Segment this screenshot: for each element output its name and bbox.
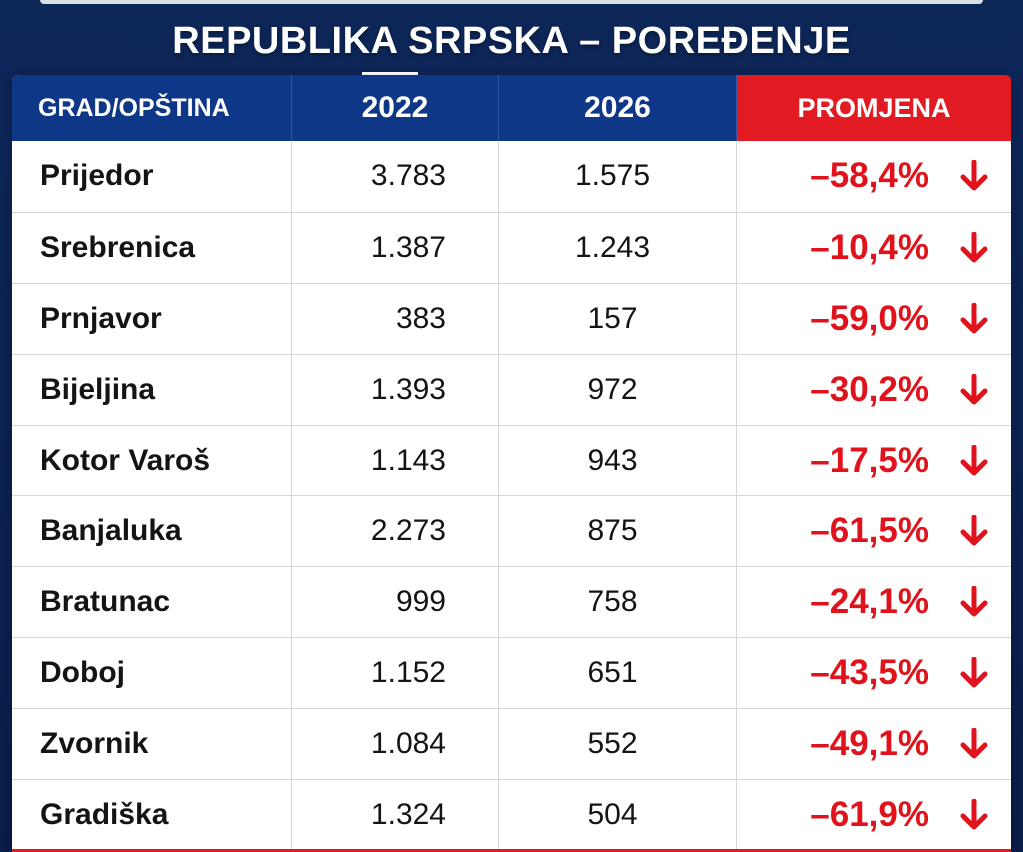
value-2026-cell: 875 <box>499 496 737 567</box>
value-2026-cell: 1.575 <box>499 141 737 212</box>
change-cell: –24,1% <box>737 567 1011 637</box>
city-cell: Prijedor <box>12 141 292 212</box>
arrow-down-icon <box>960 160 988 191</box>
city-cell: Zvornik <box>12 709 292 780</box>
value-2026-cell: 972 <box>499 354 737 425</box>
city-cell: Banjaluka <box>12 496 292 567</box>
change-cell: –43,5% <box>737 638 1011 708</box>
bottom-bar <box>12 849 1011 852</box>
value-2022-cell: 1.084 <box>292 709 499 780</box>
arrow-down-icon <box>960 444 988 475</box>
value-2026-cell: 1.243 <box>499 212 737 283</box>
city-cell: Prnjavor <box>12 283 292 354</box>
change-cell: –49,1% <box>737 709 1011 779</box>
table-row: Bijeljina 1.393 972 –30,2% <box>12 353 1011 425</box>
change-value: –43,5% <box>810 653 929 693</box>
city-cell: Gradiška <box>12 780 292 850</box>
header-2026: 2026 <box>499 75 737 141</box>
value-2026-cell: 157 <box>499 283 737 354</box>
header-change: PROMJENA <box>737 75 1011 141</box>
value-2022-cell: 999 <box>292 567 499 638</box>
table-header: GRAD/OPŠTINA 2022 2026 PROMJENA <box>12 75 1011 141</box>
change-cell: –10,4% <box>737 213 1011 283</box>
arrow-down-icon <box>960 515 988 546</box>
table-body: Prijedor 3.783 1.575 –58,4% Srebrenica 1… <box>12 141 1011 850</box>
value-2026-cell: 552 <box>499 709 737 780</box>
value-2026-cell: 758 <box>499 567 737 638</box>
change-cell: –61,9% <box>737 780 1011 850</box>
change-value: –59,0% <box>810 298 929 338</box>
change-cell: –61,5% <box>737 496 1011 566</box>
city-cell: Bijeljina <box>12 354 292 425</box>
table-row: Bratunac 999 758 –24,1% <box>12 566 1011 638</box>
change-value: –58,4% <box>810 156 929 196</box>
value-2022-cell: 1.324 <box>292 780 499 850</box>
value-2022-cell: 1.143 <box>292 425 499 496</box>
value-2026-cell: 504 <box>499 780 737 850</box>
table-row: Banjaluka 2.273 875 –61,5% <box>12 495 1011 567</box>
top-strip <box>40 0 983 4</box>
city-cell: Bratunac <box>12 567 292 638</box>
value-2022-cell: 1.387 <box>292 212 499 283</box>
table-row: Doboj 1.152 651 –43,5% <box>12 637 1011 709</box>
table-row: Srebrenica 1.387 1.243 –10,4% <box>12 211 1011 283</box>
header-city: GRAD/OPŠTINA <box>12 75 292 141</box>
arrow-down-icon <box>960 586 988 617</box>
arrow-down-icon <box>960 373 988 405</box>
change-cell: –58,4% <box>737 141 1011 212</box>
city-cell: Srebrenica <box>12 212 292 283</box>
change-cell: –30,2% <box>737 355 1011 425</box>
change-value: –17,5% <box>810 440 929 480</box>
page-title: REPUBLIKA SRPSKA – POREĐENJE <box>172 20 851 62</box>
value-2022-cell: 1.393 <box>292 354 499 425</box>
change-cell: –59,0% <box>737 284 1011 354</box>
change-value: –24,1% <box>810 582 929 622</box>
table-row: Gradiška 1.324 504 –61,9% <box>12 779 1011 850</box>
value-2026-cell: 651 <box>499 638 737 709</box>
value-2026-cell: 943 <box>499 425 737 496</box>
table-row: Kotor Varoš 1.143 943 –17,5% <box>12 424 1011 496</box>
arrow-down-icon <box>960 302 988 334</box>
arrow-down-icon <box>960 798 988 830</box>
arrow-down-icon <box>960 231 988 263</box>
value-2022-cell: 383 <box>292 283 499 354</box>
value-2022-cell: 1.152 <box>292 638 499 709</box>
comparison-table: GRAD/OPŠTINA 2022 2026 PROMJENA Prijedor… <box>12 75 1011 852</box>
arrow-down-icon <box>960 728 988 759</box>
city-cell: Kotor Varoš <box>12 425 292 496</box>
table-row: Prnjavor 383 157 –59,0% <box>12 282 1011 354</box>
value-2022-cell: 2.273 <box>292 496 499 567</box>
table-row: Prijedor 3.783 1.575 –58,4% <box>12 141 1011 212</box>
change-value: –49,1% <box>810 724 929 764</box>
title-accent-line <box>362 72 418 75</box>
change-value: –30,2% <box>810 369 929 409</box>
value-2022-cell: 3.783 <box>292 141 499 212</box>
arrow-down-icon <box>960 657 988 688</box>
header-2022: 2022 <box>292 75 499 141</box>
change-value: –10,4% <box>810 227 929 267</box>
table-row: Zvornik 1.084 552 –49,1% <box>12 708 1011 780</box>
city-cell: Doboj <box>12 638 292 709</box>
change-value: –61,9% <box>810 794 929 834</box>
change-value: –61,5% <box>810 511 929 551</box>
change-cell: –17,5% <box>737 426 1011 496</box>
